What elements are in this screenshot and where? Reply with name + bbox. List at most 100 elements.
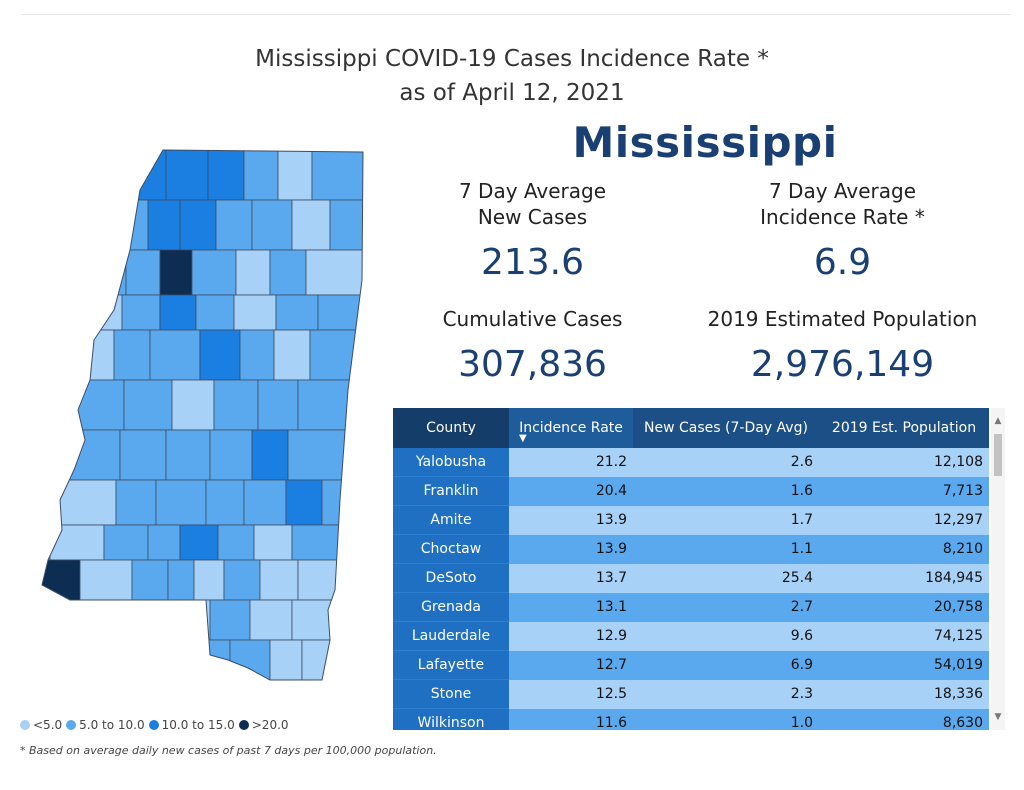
- county-region[interactable]: [179, 199, 217, 251]
- county-region[interactable]: [215, 199, 253, 251]
- county-region[interactable]: [235, 249, 271, 296]
- county-region[interactable]: [291, 599, 370, 641]
- county-region[interactable]: [30, 249, 81, 296]
- county-region[interactable]: [155, 479, 207, 526]
- county-region[interactable]: [317, 294, 370, 331]
- county-region[interactable]: [121, 294, 161, 331]
- county-region[interactable]: [89, 199, 149, 251]
- county-region[interactable]: [305, 249, 370, 296]
- county-region[interactable]: [199, 329, 241, 381]
- county-region[interactable]: [30, 479, 51, 526]
- county-region[interactable]: [239, 329, 275, 381]
- county-region[interactable]: [113, 329, 151, 381]
- county-region[interactable]: [79, 249, 127, 296]
- county-region[interactable]: [119, 429, 167, 481]
- table-row[interactable]: Lauderdale 12.9 9.6 74,125: [393, 621, 989, 651]
- table-row[interactable]: Amite 13.9 1.7 12,297: [393, 505, 989, 535]
- county-region[interactable]: [275, 294, 319, 331]
- county-region[interactable]: [30, 639, 231, 685]
- county-region[interactable]: [209, 599, 251, 641]
- column-header-incidence-rate[interactable]: Incidence Rate ▼: [509, 408, 633, 448]
- table-row[interactable]: Yalobusha 21.2 2.6 12,108: [393, 448, 989, 477]
- county-region[interactable]: [285, 479, 323, 526]
- county-region[interactable]: [207, 150, 245, 201]
- table-row[interactable]: Stone 12.5 2.3 18,336: [393, 679, 989, 709]
- county-region[interactable]: [59, 379, 125, 431]
- county-region[interactable]: [167, 559, 195, 601]
- county-region[interactable]: [259, 559, 299, 601]
- county-region[interactable]: [159, 249, 193, 296]
- scroll-up-icon[interactable]: ▲: [994, 416, 1002, 426]
- county-region[interactable]: [301, 639, 370, 685]
- county-region[interactable]: [115, 479, 157, 526]
- county-region[interactable]: [193, 559, 225, 601]
- scroll-down-icon[interactable]: ▼: [994, 712, 1002, 722]
- table-row[interactable]: Grenada 13.1 2.7 20,758: [393, 592, 989, 622]
- table-row[interactable]: Franklin 20.4 1.6 7,713: [393, 476, 989, 506]
- county-region[interactable]: [309, 329, 370, 381]
- county-region[interactable]: [297, 379, 370, 431]
- county-region[interactable]: [233, 294, 277, 331]
- county-region[interactable]: [209, 429, 253, 481]
- county-region[interactable]: [30, 560, 40, 600]
- county-region[interactable]: [269, 249, 307, 296]
- county-region[interactable]: [329, 199, 370, 251]
- county-region[interactable]: [89, 599, 141, 641]
- county-region[interactable]: [257, 379, 299, 431]
- county-region[interactable]: [213, 379, 259, 431]
- county-region[interactable]: [251, 199, 293, 251]
- county-region[interactable]: [253, 524, 293, 561]
- county-region[interactable]: [123, 379, 173, 431]
- county-region[interactable]: [129, 150, 167, 201]
- county-region[interactable]: [249, 599, 293, 641]
- county-region[interactable]: [291, 524, 370, 561]
- county-region[interactable]: [159, 294, 197, 331]
- county-region[interactable]: [269, 639, 303, 685]
- county-region[interactable]: [243, 150, 279, 201]
- county-region[interactable]: [79, 559, 133, 601]
- county-region[interactable]: [277, 150, 313, 201]
- table-row[interactable]: Choctaw 13.9 1.1 8,210: [393, 534, 989, 564]
- column-header-population[interactable]: 2019 Est. Population: [819, 408, 989, 448]
- county-region[interactable]: [30, 294, 71, 331]
- county-region[interactable]: [30, 429, 61, 481]
- table-row[interactable]: DeSoto 13.7 25.4 184,945: [393, 563, 989, 593]
- table-row[interactable]: Lafayette 12.7 6.9 54,019: [393, 650, 989, 680]
- county-region[interactable]: [30, 329, 71, 381]
- county-region[interactable]: [191, 249, 237, 296]
- county-region[interactable]: [147, 199, 181, 251]
- county-region[interactable]: [291, 199, 331, 251]
- county-region[interactable]: [30, 150, 131, 201]
- county-map[interactable]: [30, 140, 380, 700]
- county-region[interactable]: [103, 524, 149, 561]
- county-region[interactable]: [217, 524, 255, 561]
- county-region[interactable]: [321, 479, 370, 526]
- county-region[interactable]: [171, 379, 215, 431]
- county-region[interactable]: [165, 429, 211, 481]
- county-region[interactable]: [30, 379, 61, 431]
- table-scrollbar[interactable]: ▲ ▼: [991, 408, 1005, 730]
- county-region[interactable]: [49, 524, 105, 561]
- table-row[interactable]: Wilkinson 11.6 1.0 8,630: [393, 708, 989, 730]
- county-region[interactable]: [243, 479, 287, 526]
- county-region[interactable]: [131, 559, 169, 601]
- county-region[interactable]: [179, 524, 219, 561]
- county-table[interactable]: County Incidence Rate ▼ New Cases (7-Day…: [393, 408, 1005, 730]
- county-region[interactable]: [229, 639, 271, 685]
- county-region[interactable]: [147, 524, 181, 561]
- county-region[interactable]: [223, 559, 261, 601]
- county-region[interactable]: [30, 199, 91, 251]
- county-region[interactable]: [251, 429, 289, 481]
- county-region[interactable]: [205, 479, 245, 526]
- county-region[interactable]: [287, 429, 370, 481]
- county-region[interactable]: [125, 249, 161, 296]
- county-region[interactable]: [173, 599, 211, 641]
- county-region[interactable]: [69, 294, 123, 331]
- county-region[interactable]: [30, 599, 91, 641]
- county-region[interactable]: [139, 599, 175, 641]
- county-region[interactable]: [149, 329, 201, 381]
- county-region[interactable]: [311, 150, 363, 201]
- column-header-county[interactable]: County: [393, 408, 509, 448]
- county-region[interactable]: [195, 294, 235, 331]
- county-region[interactable]: [40, 559, 81, 601]
